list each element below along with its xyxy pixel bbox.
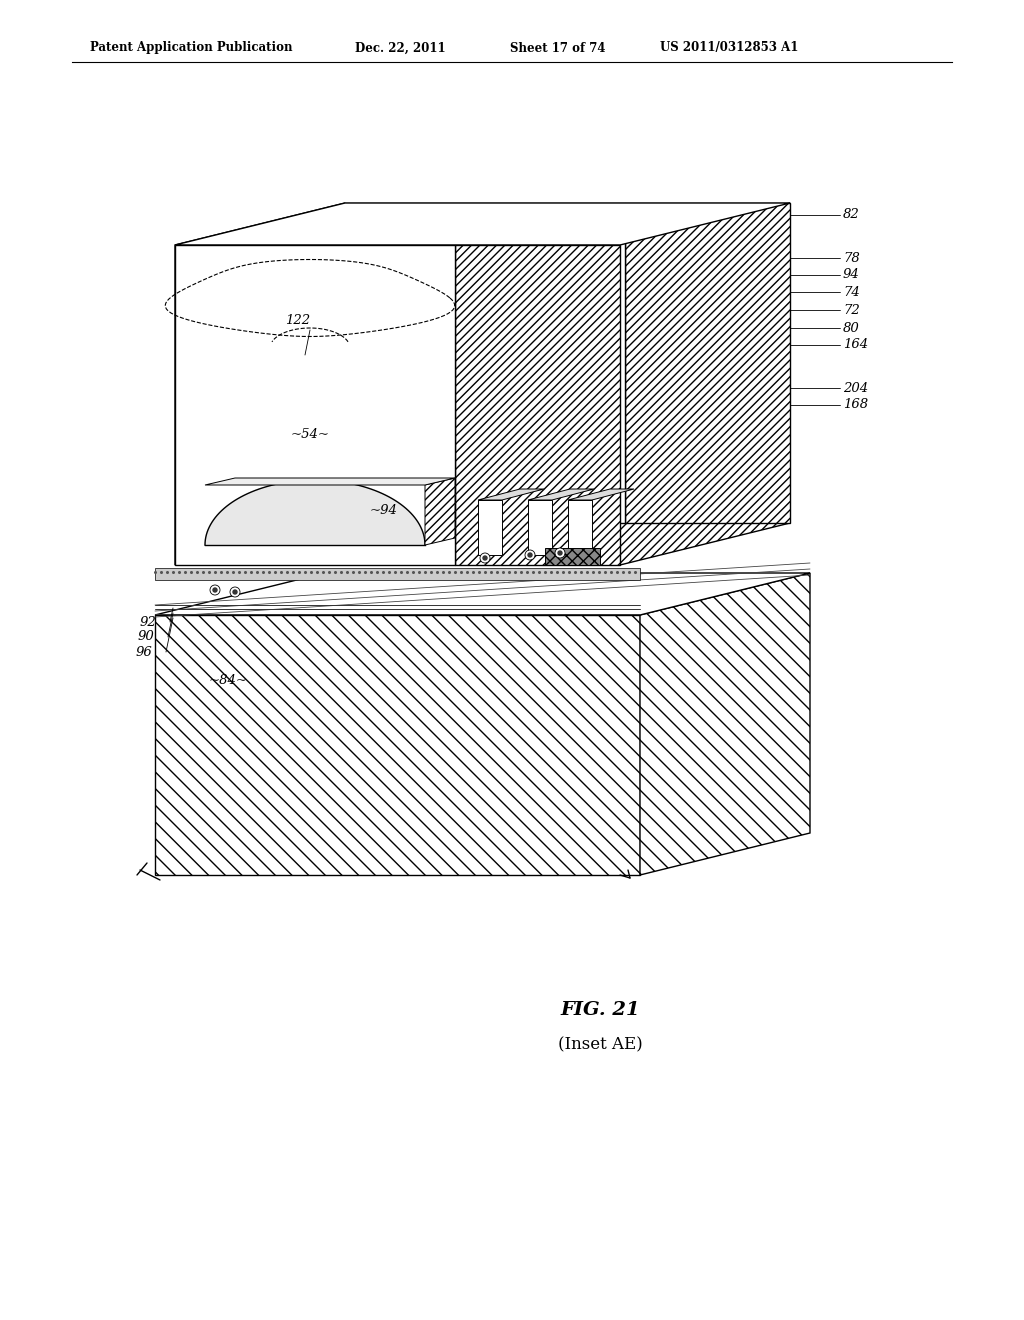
Circle shape xyxy=(555,548,565,558)
Circle shape xyxy=(480,553,490,564)
Text: 74: 74 xyxy=(843,285,860,298)
Polygon shape xyxy=(568,488,634,500)
Text: 204: 204 xyxy=(843,381,868,395)
Polygon shape xyxy=(620,203,790,565)
Circle shape xyxy=(525,550,535,560)
Polygon shape xyxy=(155,568,640,579)
Polygon shape xyxy=(175,203,345,565)
Text: FIG. 21: FIG. 21 xyxy=(560,1001,640,1019)
Text: 72: 72 xyxy=(843,304,860,317)
Circle shape xyxy=(483,556,487,560)
Text: (Inset AE): (Inset AE) xyxy=(558,1036,642,1053)
Text: ~54~: ~54~ xyxy=(291,429,330,441)
Polygon shape xyxy=(345,203,625,523)
Polygon shape xyxy=(568,500,592,554)
Polygon shape xyxy=(175,246,455,565)
Text: 82: 82 xyxy=(843,209,860,222)
Polygon shape xyxy=(545,548,600,565)
Polygon shape xyxy=(640,573,810,875)
Text: 94: 94 xyxy=(843,268,860,281)
Text: US 2011/0312853 A1: US 2011/0312853 A1 xyxy=(660,41,799,54)
Text: Dec. 22, 2011: Dec. 22, 2011 xyxy=(355,41,445,54)
Polygon shape xyxy=(205,480,425,545)
Text: 90: 90 xyxy=(138,631,155,644)
Polygon shape xyxy=(478,500,502,554)
Text: 92: 92 xyxy=(140,615,157,628)
Circle shape xyxy=(528,553,532,557)
Polygon shape xyxy=(155,573,810,615)
Text: 122: 122 xyxy=(285,314,310,326)
Circle shape xyxy=(230,587,240,597)
Polygon shape xyxy=(175,203,790,246)
Polygon shape xyxy=(155,615,640,875)
Text: 96: 96 xyxy=(136,645,153,659)
Text: 164: 164 xyxy=(843,338,868,351)
Text: ~84~: ~84~ xyxy=(209,673,248,686)
Circle shape xyxy=(558,550,562,554)
Text: 78: 78 xyxy=(843,252,860,264)
Polygon shape xyxy=(425,478,455,545)
Circle shape xyxy=(210,585,220,595)
Text: ~94: ~94 xyxy=(370,503,398,516)
Text: Patent Application Publication: Patent Application Publication xyxy=(90,41,293,54)
Circle shape xyxy=(233,590,237,594)
Circle shape xyxy=(213,587,217,591)
Polygon shape xyxy=(528,488,594,500)
Polygon shape xyxy=(625,203,790,523)
Polygon shape xyxy=(205,478,455,484)
Text: Sheet 17 of 74: Sheet 17 of 74 xyxy=(510,41,605,54)
Polygon shape xyxy=(528,500,552,554)
Polygon shape xyxy=(455,246,620,565)
Text: 80: 80 xyxy=(843,322,860,334)
Polygon shape xyxy=(478,488,544,500)
Text: 168: 168 xyxy=(843,399,868,412)
